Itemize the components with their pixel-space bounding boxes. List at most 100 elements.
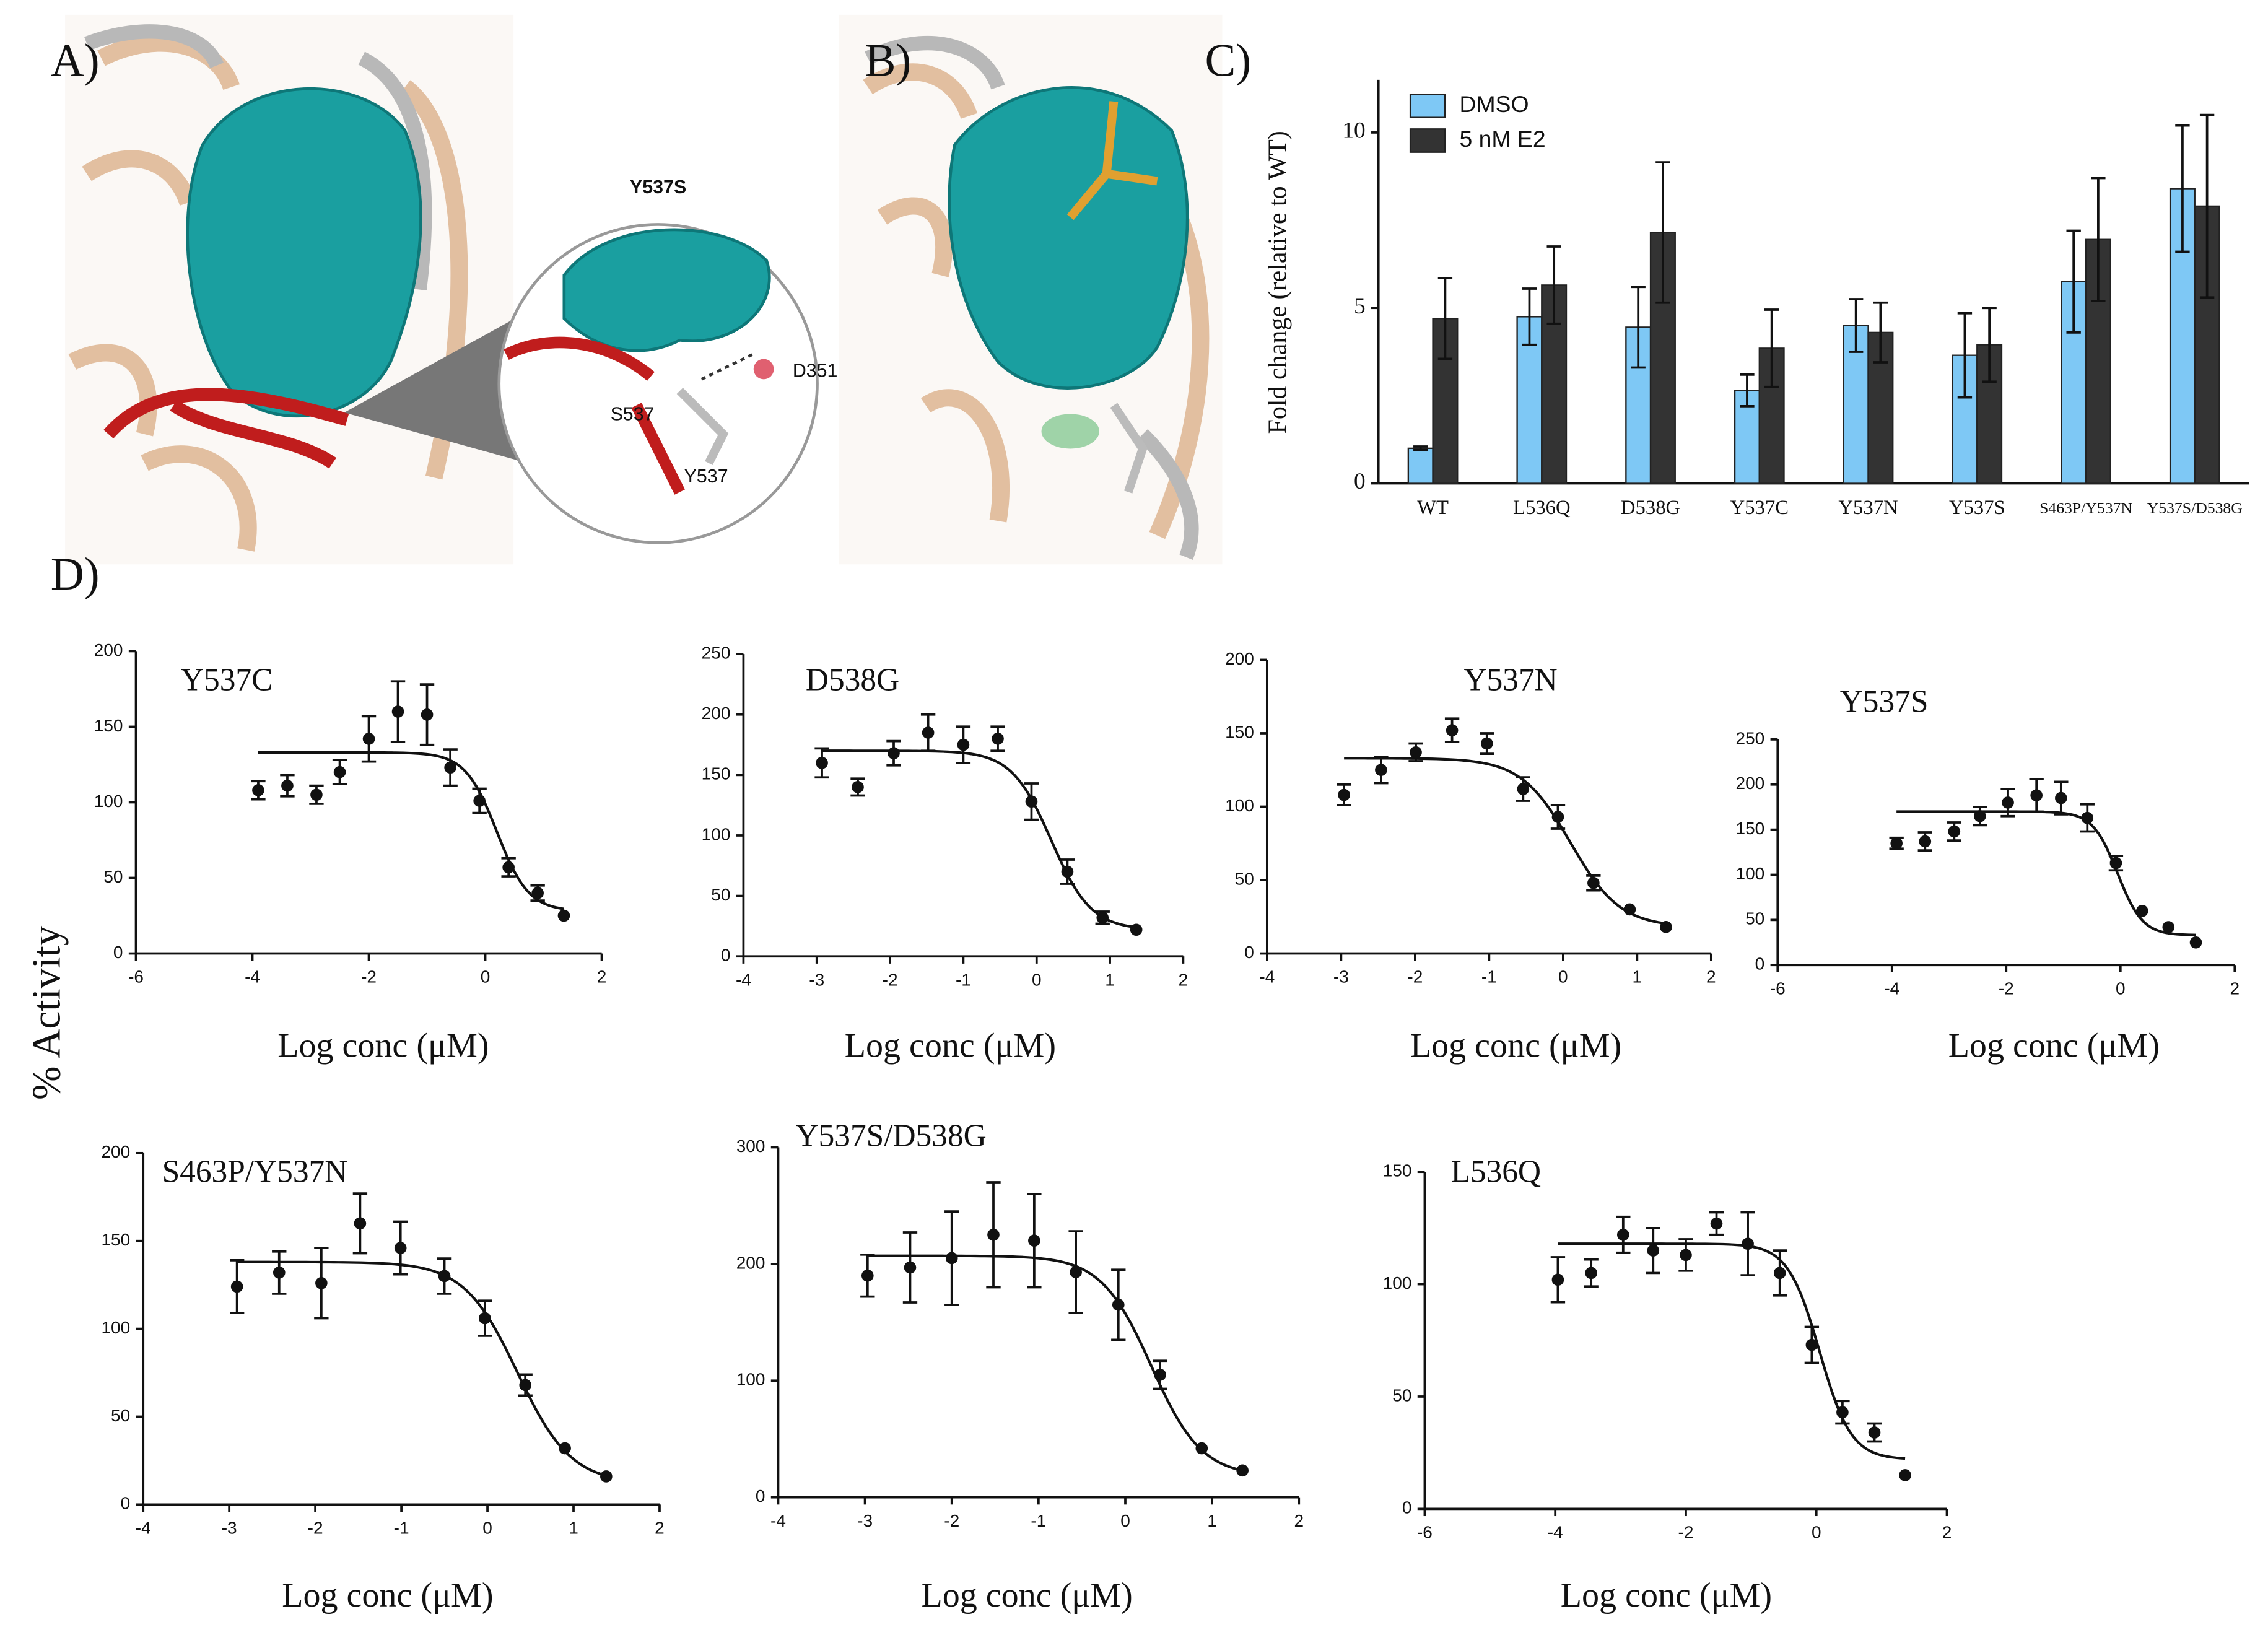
- helix-12: [504, 336, 686, 495]
- annotation: D351: [793, 361, 838, 381]
- data-point: [315, 1276, 328, 1289]
- x-tick-label: -6: [1417, 1522, 1433, 1541]
- x-tick-label: 2: [597, 967, 607, 987]
- x-tick-label: 1: [569, 1518, 578, 1537]
- x-tick-label: -1: [1481, 967, 1497, 987]
- data-point: [2109, 857, 2122, 870]
- error-bar: [1631, 286, 1646, 369]
- x-tick-label: -2: [361, 967, 377, 987]
- helix: [863, 63, 1210, 539]
- bar: [1407, 447, 1434, 484]
- error-bar: [1740, 373, 1755, 408]
- surface: [948, 86, 1189, 390]
- data-point: [1647, 1244, 1660, 1257]
- data-point: [473, 795, 486, 807]
- fit-curve: [258, 751, 564, 910]
- x-tick-label: -4: [136, 1518, 151, 1537]
- data-point: [1742, 1237, 1754, 1250]
- data-point: [2162, 921, 2175, 933]
- y-tick-label: 50: [111, 1406, 130, 1425]
- annotation: S537: [611, 404, 655, 425]
- data-point: [394, 1242, 407, 1254]
- data-point: [559, 1442, 571, 1455]
- data-point: [557, 909, 570, 922]
- x-tick-label: -4: [245, 967, 260, 987]
- data-point: [600, 1470, 613, 1483]
- x-tick-label: Y537S: [1949, 497, 2005, 519]
- data-point: [531, 887, 544, 899]
- y-tick-label: 100: [736, 1370, 765, 1389]
- helix-12: [103, 388, 349, 469]
- chart-title: Y537S: [1840, 684, 1929, 720]
- x-axis-label: Log conc (μM): [277, 1027, 489, 1065]
- annotation: Y537S: [630, 177, 686, 198]
- error-bar: [1522, 287, 1537, 346]
- data-point: [438, 1270, 451, 1283]
- data-point: [2189, 936, 2202, 949]
- data-point: [888, 747, 900, 760]
- residue: [1110, 403, 1148, 494]
- x-tick-label: -1: [1031, 1511, 1046, 1530]
- data-point: [421, 708, 434, 721]
- structure-b: [839, 14, 1223, 565]
- x-tick-label: 0: [1558, 967, 1568, 987]
- y-tick-label: 200: [736, 1253, 765, 1272]
- data-point: [1517, 783, 1530, 795]
- y-tick-label: 50: [1235, 869, 1254, 888]
- data-point: [502, 861, 515, 874]
- error-bar: [2199, 113, 2215, 299]
- y-tick-label: 200: [101, 1142, 130, 1161]
- y-axis-label: % Activity: [25, 925, 69, 1100]
- x-tick-label: 2: [2230, 979, 2240, 998]
- y-tick-label: 150: [1383, 1161, 1412, 1180]
- data-point: [1195, 1442, 1208, 1455]
- error-bar: [1982, 307, 1997, 383]
- fit-curve: [1896, 810, 2196, 936]
- panel-label: C): [1205, 35, 1251, 87]
- data-point: [1680, 1249, 1692, 1262]
- data-point: [2136, 904, 2148, 917]
- panel-label: B): [865, 35, 912, 87]
- x-tick-label: 2: [1179, 970, 1189, 989]
- ligand: [1041, 414, 1099, 449]
- y-tick-label: 200: [94, 640, 123, 660]
- data-point: [1587, 876, 1600, 889]
- fit-curve: [822, 749, 1136, 929]
- legend-swatch: [1409, 128, 1446, 153]
- y-tick-label: 250: [702, 643, 731, 662]
- x-tick-label: -3: [222, 1518, 237, 1537]
- fit-curve: [867, 1254, 1243, 1472]
- x-tick-label: -2: [883, 970, 898, 989]
- y-tick-label: 50: [103, 867, 123, 886]
- x-tick-label: -3: [1333, 967, 1349, 987]
- x-axis-label: Log conc (μM): [1561, 1576, 1772, 1615]
- x-tick-label: -4: [1548, 1522, 1563, 1541]
- x-tick-label: 0: [1812, 1522, 1821, 1541]
- y-tick-label: 0: [1402, 1498, 1412, 1517]
- legend-label: DMSO: [1459, 91, 1529, 117]
- data-point: [992, 732, 1004, 745]
- y-tick-label: 50: [1392, 1385, 1411, 1405]
- data-point: [2030, 789, 2043, 802]
- x-tick-label: -4: [770, 1511, 786, 1530]
- x-tick-label: -4: [1884, 979, 1899, 998]
- x-tick-label: 0: [1120, 1511, 1130, 1530]
- data-point: [1236, 1464, 1249, 1477]
- data-point: [1890, 837, 1903, 850]
- x-axis-label: Log conc (μM): [1948, 1027, 2160, 1065]
- annotation: Y537: [684, 466, 728, 487]
- x-axis-label: Log conc (μM): [282, 1576, 493, 1615]
- x-tick-label: 0: [481, 967, 491, 987]
- x-tick-label: 2: [1706, 967, 1716, 987]
- y-tick-label: 0: [756, 1486, 765, 1506]
- data-point: [2081, 811, 2094, 824]
- data-point: [519, 1379, 532, 1392]
- y-tick-label: 10: [1342, 118, 1365, 143]
- y-tick-label: 5: [1354, 294, 1366, 319]
- data-point: [1446, 724, 1459, 737]
- y-tick-label: 100: [1383, 1273, 1412, 1293]
- legend-label: 5 nM E2: [1459, 126, 1545, 152]
- data-point: [1919, 835, 1932, 848]
- error-bar: [1437, 277, 1453, 360]
- data-point: [479, 1312, 491, 1325]
